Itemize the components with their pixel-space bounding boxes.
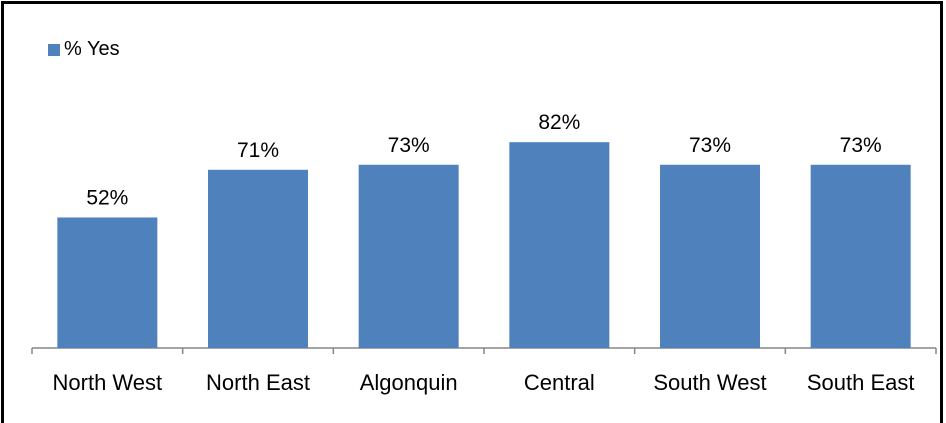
x-tick-label: Algonquin [360, 370, 458, 395]
x-tick-label: North West [53, 370, 163, 395]
legend-label: % Yes [64, 38, 120, 60]
data-label: 73% [689, 134, 731, 157]
bar-north-east [208, 169, 308, 348]
x-tick-label: South West [653, 370, 766, 395]
data-label: 73% [840, 134, 882, 157]
x-tick-label: Central [524, 370, 595, 395]
data-label: 73% [388, 134, 430, 157]
x-tick-label: North East [206, 370, 310, 395]
bar-south-east [810, 164, 911, 348]
data-label: 71% [237, 139, 279, 162]
bar-central [509, 142, 610, 348]
x-tick-label: South East [807, 370, 915, 395]
data-label: 52% [86, 186, 128, 209]
bar-algonquin [358, 164, 459, 348]
bar-north-west [57, 217, 158, 348]
legend: % Yes [48, 38, 120, 61]
bar-south-west [660, 164, 760, 348]
data-label: 82% [538, 111, 580, 134]
legend-swatch [48, 43, 60, 56]
